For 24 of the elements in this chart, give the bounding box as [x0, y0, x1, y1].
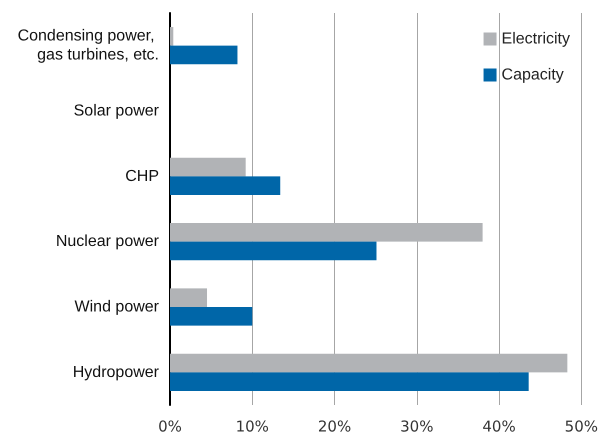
x-tick-label: 50% [564, 418, 598, 436]
bar [170, 158, 246, 176]
x-tick-label: 20% [318, 418, 352, 436]
bar [170, 223, 483, 242]
bar [170, 27, 174, 46]
bar [170, 176, 280, 195]
legend-label: Electricity [502, 30, 570, 48]
bar [170, 46, 238, 64]
x-tick-label: 30% [400, 418, 434, 436]
bar [170, 372, 529, 391]
x-tick-label: 40% [482, 418, 516, 436]
legend-label: Capacity [502, 66, 564, 84]
bar [170, 307, 252, 326]
bar [170, 354, 568, 372]
y-tick-label: Wind power [74, 298, 160, 316]
y-tick-label: Hydropower [72, 364, 160, 381]
bar [170, 288, 208, 307]
x-tick-label: 10% [236, 418, 269, 436]
x-tick-label: 0% [158, 418, 182, 436]
bar [170, 242, 376, 260]
y-tick-label: Condensing power, gas turbines, etc. [18, 28, 159, 64]
y-tick-label: Solar power [74, 102, 160, 120]
y-tick-label: Nuclear power [56, 233, 160, 250]
y-tick-label: CHP [125, 168, 159, 185]
